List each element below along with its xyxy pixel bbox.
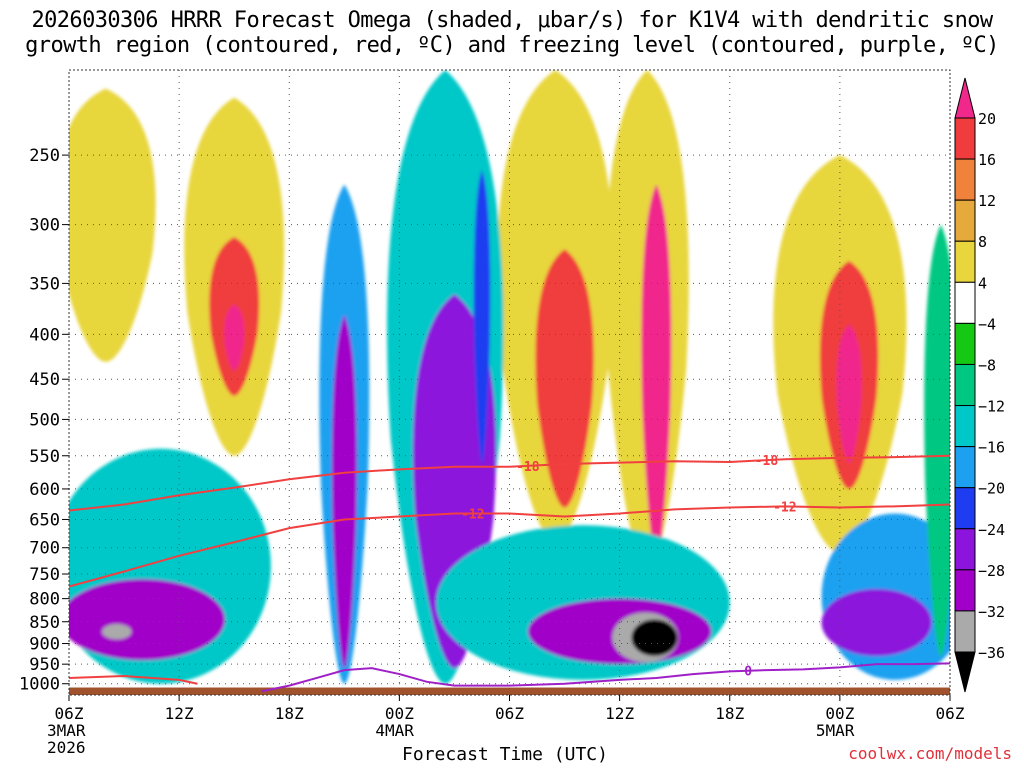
- colorbar-bin: [954, 240, 976, 283]
- colorbar-bin: [954, 158, 976, 201]
- chart-title-line2: growth region (contoured, red, ºC) and f…: [25, 33, 999, 58]
- x-tick-h30: 12Z: [605, 704, 634, 723]
- omega-red-plume-1-peak: [224, 304, 245, 371]
- colorbar-label: −16: [978, 439, 1005, 457]
- ground-strip: [69, 687, 950, 695]
- y-tick-500: 500: [29, 410, 60, 430]
- colorbar-label: −20: [978, 480, 1005, 498]
- colorbar-label: −24: [978, 521, 1005, 539]
- omega-plume-3-core: [641, 184, 672, 559]
- credit-text: coolwx.com/models: [848, 744, 1012, 763]
- colorbar-label: −12: [978, 398, 1005, 416]
- colorbar-label: 20: [978, 110, 996, 128]
- colorbar-bin: [954, 281, 976, 324]
- omega-gray-blob-left: [102, 623, 132, 640]
- contour-label-freezing-level-0: 0: [744, 665, 752, 680]
- colorbar-label: 8: [978, 233, 987, 251]
- omega-yellow-plume-early: [69, 88, 156, 362]
- y-tick-950: 950: [29, 655, 60, 675]
- y-tick-400: 400: [29, 325, 60, 345]
- x-year-h0: 2026: [47, 738, 86, 757]
- contour-label-dgz-minus-12: -12: [461, 508, 484, 523]
- y-tick-550: 550: [29, 447, 60, 467]
- contour-freezing-level-0: [261, 662, 950, 693]
- y-tick-650: 650: [29, 510, 60, 530]
- contour-dgz-minus-12: [69, 503, 950, 588]
- x-tick-h48: 06Z: [936, 704, 965, 723]
- x-tick-h0: 06Z: [55, 704, 84, 723]
- omega-tower-a-core: [331, 314, 357, 669]
- x-tick-h42: 00Z: [825, 704, 854, 723]
- y-tick-300: 300: [29, 216, 60, 236]
- colorbar-bin: [954, 569, 976, 612]
- x-tick-h12: 18Z: [275, 704, 304, 723]
- colorbar-bin: [954, 199, 976, 242]
- x-date-h42: 5MAR: [816, 721, 855, 740]
- colorbar-label: −4: [978, 315, 996, 333]
- plot-frame: [68, 69, 951, 696]
- x-tick-h36: 18Z: [715, 704, 744, 723]
- contour-label-dgz-minus-18: -18: [755, 454, 779, 469]
- chart-title-line1: 2026030306 HRRR Forecast Omega (shaded, …: [31, 8, 993, 33]
- colorbar-bin-bottom: [954, 651, 976, 693]
- x-axis-title: Forecast Time (UTC): [402, 744, 608, 765]
- y-tick-850: 850: [29, 613, 60, 633]
- colorbar-label: −32: [978, 603, 1005, 621]
- colorbar-label: −36: [978, 644, 1005, 662]
- x-tick-h6: 12Z: [165, 704, 194, 723]
- contour-label-dgz-minus-18: -18: [516, 460, 540, 475]
- colorbar-bin: [954, 322, 976, 365]
- x-date-h0: 3MAR: [47, 721, 86, 740]
- y-tick-350: 350: [29, 274, 60, 294]
- colorbar-label: 16: [978, 151, 996, 169]
- colorbar-bin: [954, 610, 976, 653]
- omega-plume-2-core: [535, 249, 594, 508]
- omega-low-core-right: [821, 588, 932, 657]
- y-tick-600: 600: [29, 480, 60, 500]
- y-tick-250: 250: [29, 146, 60, 166]
- y-tick-1000: 1000: [19, 675, 60, 695]
- x-tick-h18: 00Z: [385, 704, 414, 723]
- y-tick-700: 700: [29, 539, 60, 559]
- y-tick-800: 800: [29, 590, 60, 610]
- y-tick-900: 900: [29, 635, 60, 655]
- colorbar-bin: [954, 363, 976, 407]
- colorbar-bin: [954, 528, 976, 571]
- colorbar-bin: [954, 405, 976, 448]
- colorbar-bin: [954, 117, 976, 160]
- y-tick-450: 450: [29, 370, 60, 390]
- omega-low-core-left: [69, 579, 225, 661]
- contour-label-dgz-minus-12: -12: [773, 500, 796, 515]
- omega-tower-b-column: [473, 170, 491, 463]
- x-date-h18: 4MAR: [375, 721, 414, 740]
- contour-dgz-minus-18: [69, 454, 950, 512]
- y-tick-750: 750: [29, 565, 60, 585]
- omega-plume-4-peak: [836, 324, 862, 463]
- colorbar-bin: [954, 487, 976, 530]
- colorbar-label: 12: [978, 192, 996, 210]
- x-tick-h24: 06Z: [495, 704, 524, 723]
- colorbar-bin: [954, 446, 976, 489]
- colorbar-label: −28: [978, 562, 1005, 580]
- colorbar-label: 4: [978, 274, 987, 292]
- omega-black-core-12z: [631, 619, 678, 657]
- contour-near-surface-red: [69, 675, 198, 685]
- colorbar-label: −8: [978, 356, 996, 374]
- omega-green-tail-right: [924, 224, 950, 657]
- colorbar-bin-top: [954, 77, 976, 119]
